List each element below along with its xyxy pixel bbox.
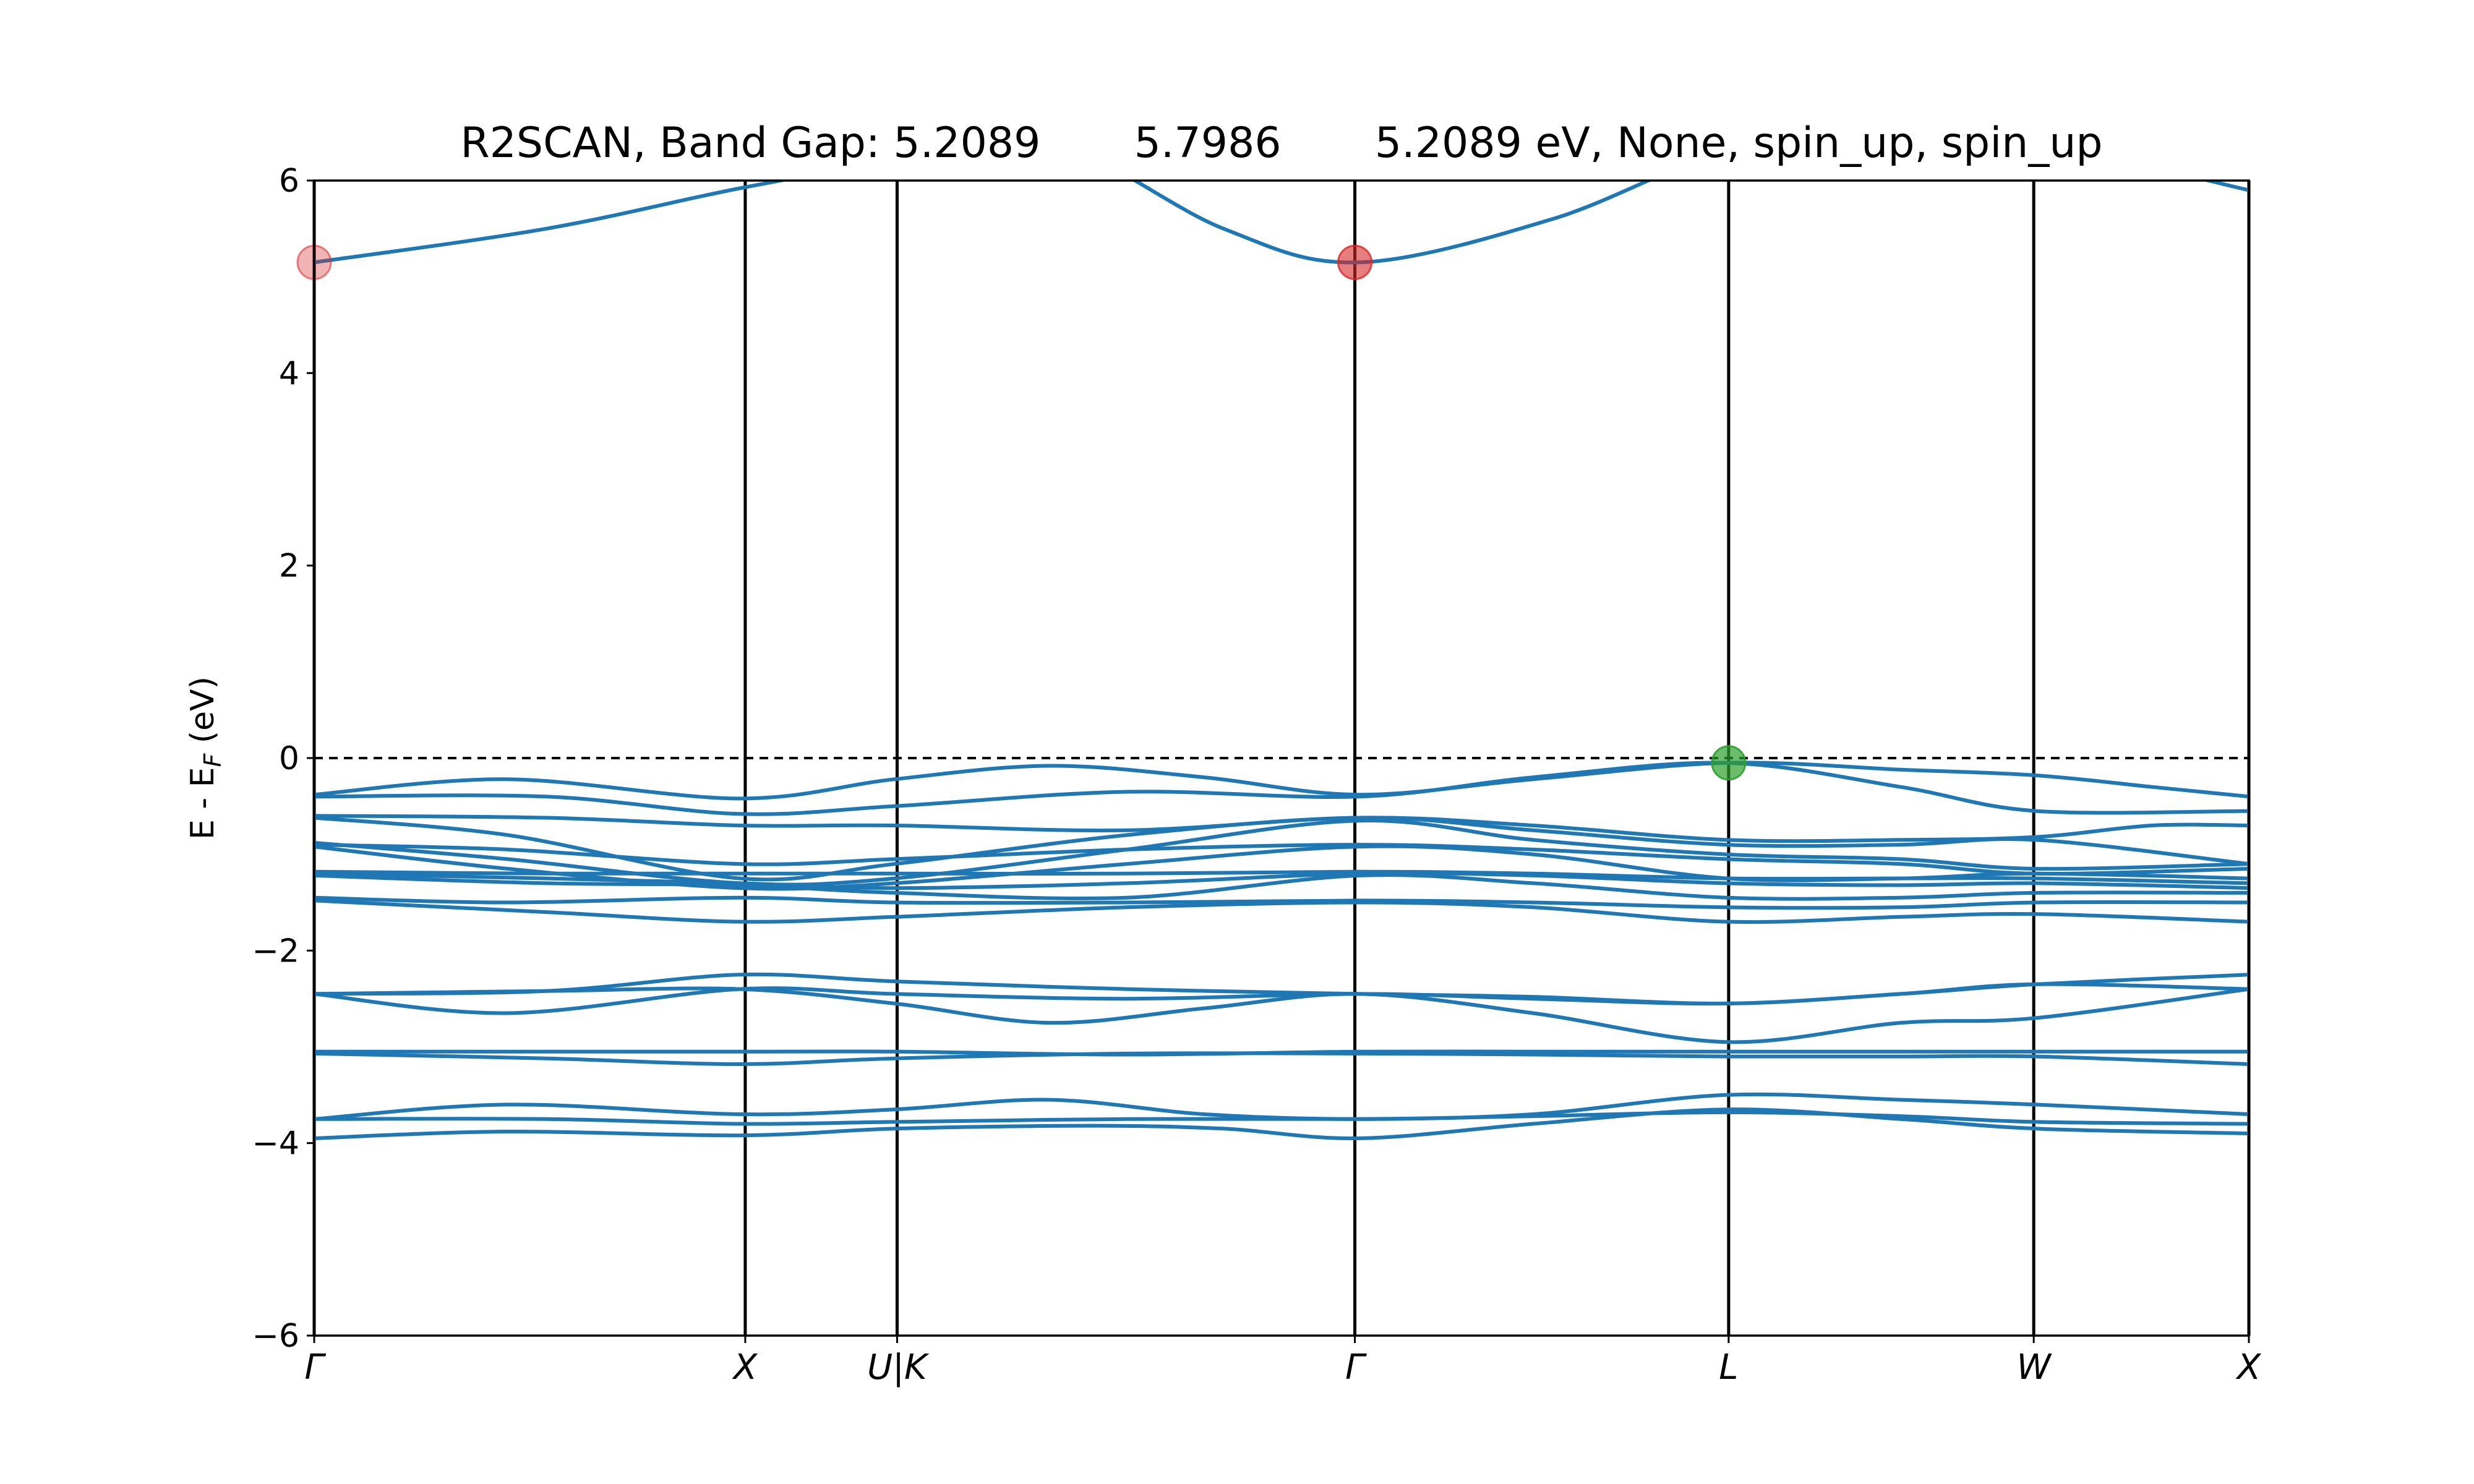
x-tick-label-4: L xyxy=(1719,1347,1738,1388)
y-tick-label-4: 2 xyxy=(279,548,299,585)
x-tick-label-5: W xyxy=(2016,1347,2052,1388)
band-10 xyxy=(314,873,2249,901)
band-12 xyxy=(314,898,2249,924)
band-11 xyxy=(314,895,2249,910)
x-axis-ticks: Γ X U|K Γ L W X xyxy=(304,1336,2262,1388)
y-axis-label-unit: (eV) xyxy=(184,676,221,754)
band-18 xyxy=(314,1092,2249,1121)
x-tick-label-3: Γ xyxy=(1345,1347,1367,1388)
y-tick-label-1: −4 xyxy=(252,1125,299,1162)
x-tick-label-1: X xyxy=(732,1347,758,1388)
band-lines xyxy=(314,181,2249,1140)
band-17 xyxy=(314,1051,2249,1066)
band-0 xyxy=(314,181,2249,265)
band-9 xyxy=(314,871,2249,890)
band-edge-marker-2 xyxy=(1711,745,1747,781)
band-8 xyxy=(314,869,2249,885)
y-tick-label-2: −2 xyxy=(252,932,299,970)
band-5 xyxy=(314,819,2249,887)
y-axis-ticks: −6 −4 −2 0 2 4 6 xyxy=(252,163,314,1355)
band-19 xyxy=(314,1110,2249,1126)
band-2 xyxy=(314,761,2249,816)
y-tick-label-3: 0 xyxy=(279,740,299,777)
band-4 xyxy=(314,816,2249,882)
x-tick-label-0: Γ xyxy=(304,1347,326,1388)
y-tick-label-5: 4 xyxy=(279,355,299,392)
y-tick-label-0: −6 xyxy=(252,1318,299,1355)
x-tick-label-2: U|K xyxy=(867,1347,930,1388)
band-20 xyxy=(314,1107,2249,1140)
y-axis-label-subscript: F xyxy=(199,753,226,767)
band-edge-marker-1 xyxy=(1337,244,1373,280)
y-axis-label: E - EF (eV) xyxy=(184,676,226,840)
band-6 xyxy=(314,843,2249,876)
band-1 xyxy=(314,761,2249,801)
band-edge-markers xyxy=(296,244,1747,781)
y-axis-label-main: E - E xyxy=(184,767,221,840)
chart-title: R2SCAN, Band Gap: 5.2089 5.7986 5.2089 e… xyxy=(460,119,2102,168)
y-tick-label-6: 6 xyxy=(279,163,299,200)
band-15 xyxy=(314,986,2249,1044)
x-tick-label-6: X xyxy=(2235,1347,2262,1388)
